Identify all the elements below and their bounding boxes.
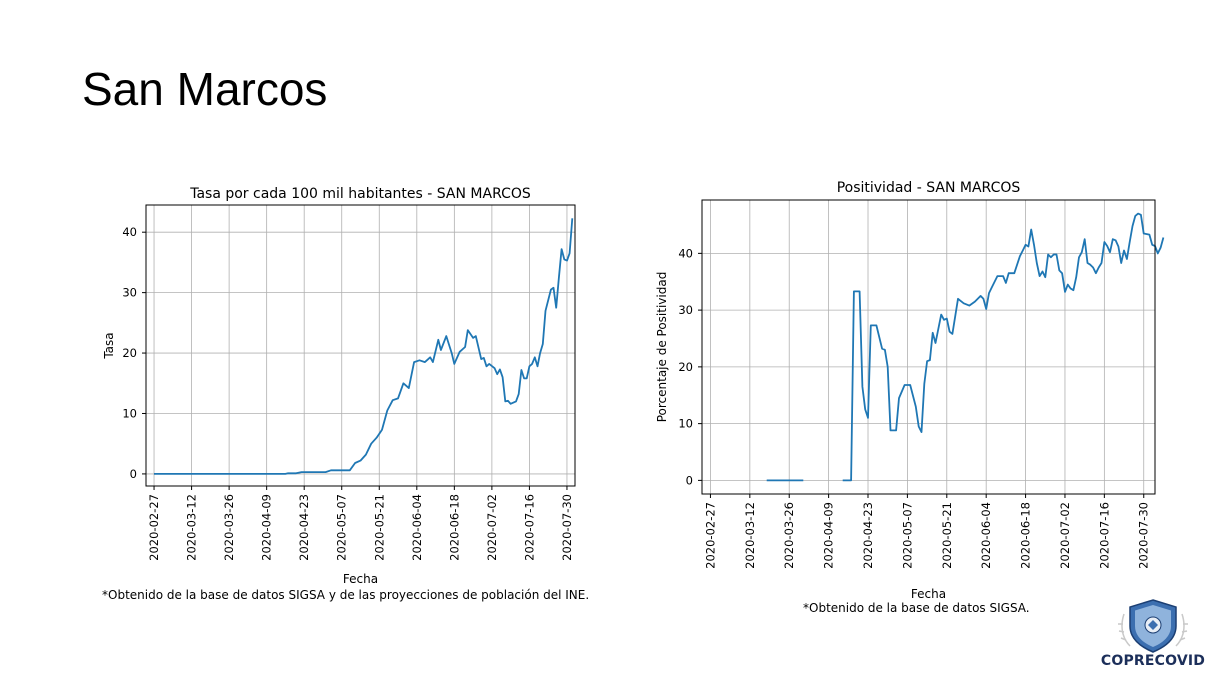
positividad-x-tick-label: 2020-03-26 bbox=[782, 502, 796, 569]
positividad-x-tick-label: 2020-02-27 bbox=[703, 502, 717, 569]
tasa-x-tick-label: 2020-04-23 bbox=[297, 494, 311, 561]
positividad-y-tick-label: 30 bbox=[678, 303, 693, 317]
tasa-y-tick-label: 20 bbox=[122, 346, 137, 360]
positividad-x-tick-label: 2020-04-09 bbox=[822, 502, 836, 569]
positividad-x-tick-label: 2020-07-16 bbox=[1097, 502, 1111, 569]
tasa-y-tick-label: 30 bbox=[122, 286, 137, 300]
positividad-y-tick-label: 40 bbox=[678, 246, 693, 260]
logo-text: COPRECOVID bbox=[1100, 653, 1206, 669]
positividad-plot-frame bbox=[701, 199, 1156, 495]
tasa-x-tick-label: 2020-07-16 bbox=[522, 494, 536, 561]
positividad-y-tick-label: 10 bbox=[678, 417, 693, 431]
tasa-x-axis-label: Fecha bbox=[343, 572, 378, 586]
positividad-x-tick-label: 2020-05-21 bbox=[940, 502, 954, 569]
positividad-x-tick-label: 2020-07-02 bbox=[1058, 502, 1072, 569]
tasa-y-tick-label: 40 bbox=[122, 225, 137, 239]
tasa-x-tick-label: 2020-06-18 bbox=[447, 494, 461, 561]
positividad-x-tick-label: 2020-04-23 bbox=[861, 502, 875, 569]
tasa-x-tick-label: 2020-03-12 bbox=[185, 494, 199, 561]
positividad-x-tick-label: 2020-03-12 bbox=[743, 502, 757, 569]
tasa-x-tick-label: 2020-06-04 bbox=[410, 494, 424, 561]
positividad-x-tick-label: 2020-06-18 bbox=[1019, 502, 1033, 569]
tasa-x-tick-label: 2020-03-26 bbox=[222, 494, 236, 561]
chart-positividad-note: *Obtenido de la base de datos SIGSA. bbox=[803, 601, 1030, 615]
tasa-y-tick-label: 10 bbox=[122, 406, 137, 420]
positividad-y-tick-label: 0 bbox=[686, 473, 693, 487]
positividad-x-axis-label: Fecha bbox=[911, 587, 946, 601]
tasa-x-tick-label: 2020-04-09 bbox=[260, 494, 274, 561]
tasa-series-line bbox=[154, 218, 574, 475]
tasa-chart-title: Tasa por cada 100 mil habitantes - SAN M… bbox=[189, 186, 531, 202]
positividad-series-line bbox=[842, 212, 1165, 482]
tasa-x-tick-label: 2020-05-07 bbox=[335, 494, 349, 561]
slide-title: San Marcos bbox=[82, 63, 328, 115]
positividad-y-tick-label: 20 bbox=[678, 360, 693, 374]
tasa-x-tick-label: 2020-07-30 bbox=[560, 494, 574, 561]
positividad-x-tick-label: 2020-07-30 bbox=[1137, 502, 1151, 569]
shield-emblem-icon bbox=[1118, 599, 1188, 653]
positividad-chart-title: Positividad - SAN MARCOS bbox=[837, 180, 1021, 196]
positividad-y-axis-label: Porcentaje de Positividad bbox=[655, 272, 669, 423]
tasa-plot-frame bbox=[145, 204, 576, 487]
tasa-x-tick-label: 2020-02-27 bbox=[147, 494, 161, 561]
positividad-x-tick-label: 2020-05-07 bbox=[900, 502, 914, 569]
tasa-x-tick-label: 2020-05-21 bbox=[372, 494, 386, 561]
tasa-y-axis-label: Tasa bbox=[102, 332, 116, 359]
positividad-x-tick-label: 2020-06-04 bbox=[979, 502, 993, 569]
chart-tasa-note: *Obtenido de la base de datos SIGSA y de… bbox=[102, 588, 590, 602]
tasa-y-tick-label: 0 bbox=[130, 467, 137, 481]
coprecovid-logo: COPRECOVID bbox=[1092, 596, 1214, 672]
tasa-x-tick-label: 2020-07-02 bbox=[485, 494, 499, 561]
